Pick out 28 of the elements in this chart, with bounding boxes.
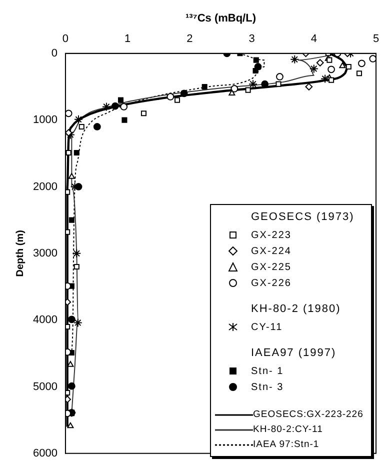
x-tick-label: 5	[372, 32, 380, 45]
legend-label: CY-11	[251, 322, 283, 332]
legend-label: GX-226	[251, 278, 292, 288]
y-tick-label: 4000	[32, 314, 58, 326]
x-tick-label: 3	[248, 32, 255, 45]
legend-label: GX-224	[251, 246, 292, 256]
y-tick-label: 2000	[32, 180, 58, 193]
x-tick-label: 1	[124, 32, 131, 45]
y-tick-label: 6000	[32, 447, 58, 460]
x-tick-label: 2	[186, 32, 193, 45]
y-tick-label: 5000	[32, 380, 58, 393]
y-axis-title: Depth (m)	[14, 230, 26, 277]
legend-label: GX-223	[251, 230, 292, 240]
annotation: GEOSECS (1973)	[250, 211, 356, 223]
legend-label: KH-80-2:CY-11	[253, 424, 323, 435]
y-tick-label: 0	[51, 47, 58, 60]
x-axis-title: ¹³⁷Cs (mBq/L)	[185, 12, 256, 25]
legend-label: Stn- 3	[251, 382, 284, 392]
y-tick-label: 1000	[32, 114, 58, 126]
annotation: KH-80-2 (1980)	[250, 303, 342, 315]
y-tick-label: 3000	[32, 247, 58, 260]
x-tick-label: 0	[62, 32, 69, 45]
legend-label: Stn- 1	[251, 366, 284, 376]
legend-label: GEOSECS:GX-223-226	[253, 409, 364, 420]
annotation: IAEA97 (1997)	[250, 347, 338, 359]
x-tick-label: 4	[310, 32, 317, 45]
legend-label: GX-225	[251, 262, 292, 272]
legend-label: IAEA 97:Stn-1	[253, 439, 320, 450]
